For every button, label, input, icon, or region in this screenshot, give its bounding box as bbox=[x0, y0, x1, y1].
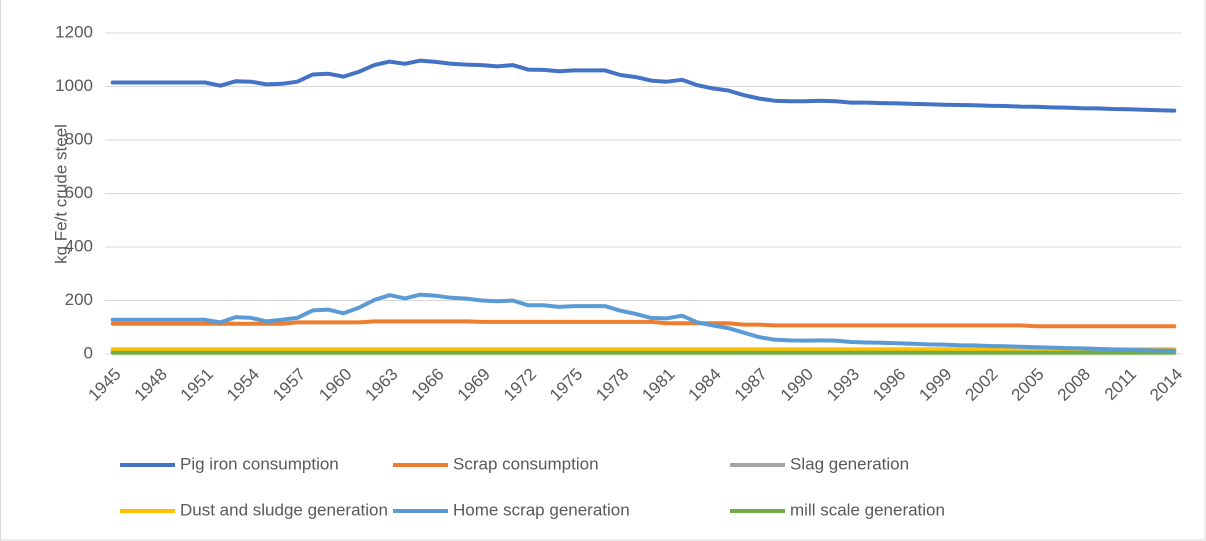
y-tick-label: 0 bbox=[84, 343, 93, 362]
series-line bbox=[110, 292, 1177, 353]
legend-label: Dust and sludge generation bbox=[180, 500, 388, 519]
legend-label: mill scale generation bbox=[790, 500, 945, 519]
legend-label: Pig iron consumption bbox=[180, 454, 339, 473]
y-tick-label: 200 bbox=[65, 290, 93, 309]
y-axis-label: kg Fe/t crude steel bbox=[51, 124, 70, 264]
series-line bbox=[110, 319, 1177, 329]
y-tick-label: 1000 bbox=[55, 76, 93, 95]
y-tick-label: 800 bbox=[65, 129, 93, 148]
series-line bbox=[110, 58, 1177, 113]
y-tick-label: 1200 bbox=[55, 22, 93, 41]
y-tick-label: 400 bbox=[65, 236, 93, 255]
y-tick-label: 600 bbox=[65, 183, 93, 202]
legend-label: Slag generation bbox=[790, 454, 909, 473]
legend-label: Scrap consumption bbox=[453, 454, 599, 473]
legend-label: Home scrap generation bbox=[453, 500, 630, 519]
